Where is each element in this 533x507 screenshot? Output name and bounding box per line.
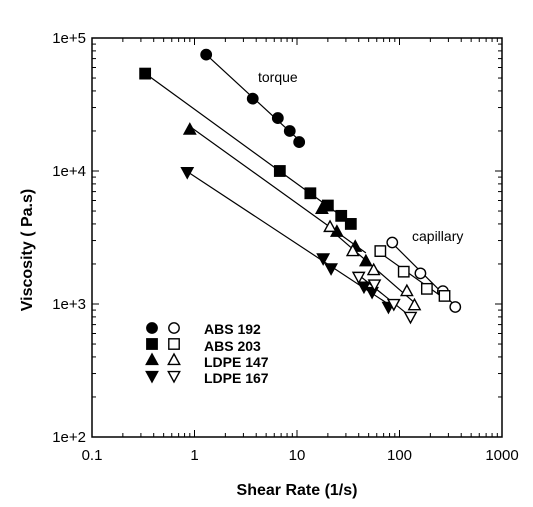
data-point-ldpe-167-torque [180, 166, 195, 180]
data-point-ldpe-167-capillary [367, 279, 382, 293]
data-point-ldpe-167-torque [324, 263, 338, 276]
legend-marker-abs-203-filled [146, 338, 158, 350]
x-tick-label: 1 [190, 447, 198, 464]
legend-marker-ldpe-147-filled [145, 352, 159, 366]
y-tick-label: 1e+3 [52, 296, 86, 313]
legend-marker-abs-192-filled [146, 322, 158, 334]
legend-label-abs-203: ABS 203 [204, 338, 261, 354]
data-point-abs-203-torque [304, 187, 317, 200]
annotation-torque: torque [258, 69, 298, 85]
x-tick-label: 10 [289, 447, 306, 464]
data-point-ldpe-147-torque [315, 201, 329, 214]
data-point-ldpe-147-capillary [323, 219, 337, 233]
legend-marker-abs-203-open [168, 338, 180, 350]
legend-label-abs-192: ABS 192 [204, 321, 261, 337]
legend-label-ldpe-167: LDPE 167 [204, 370, 269, 386]
legend-marker-abs-192-open [168, 322, 180, 334]
data-point-abs-192-torque [246, 92, 259, 105]
y-tick-label: 1e+4 [52, 163, 86, 180]
fit-line-abs-203-capillary [379, 252, 445, 300]
data-point-ldpe-147-capillary [399, 283, 414, 297]
legend-marker-ldpe-147-open [167, 352, 181, 366]
fit-line-ldpe-167-torque [186, 171, 389, 305]
x-tick-label: 0.1 [82, 447, 103, 464]
y-tick-label: 1e+2 [52, 429, 86, 446]
data-point-abs-203-torque [344, 218, 357, 230]
data-point-abs-203-capillary [397, 265, 410, 278]
data-point-abs-192-capillary [449, 301, 462, 313]
data-point-ldpe-147-capillary [407, 297, 422, 311]
data-point-ldpe-167-capillary [351, 271, 366, 285]
data-point-ldpe-147-capillary [345, 243, 360, 257]
data-point-abs-192-torque [293, 136, 306, 148]
data-point-abs-192-torque [200, 48, 213, 61]
fit-line-abs-203-torque [144, 72, 352, 224]
legend-marker-ldpe-167-open [167, 370, 181, 384]
data-point-ldpe-167-capillary [403, 311, 418, 325]
data-point-abs-192-torque [271, 112, 284, 124]
annotation-capillary: capillary [412, 228, 463, 244]
data-point-abs-203-capillary [420, 282, 433, 295]
y-tick-label: 1e+5 [52, 30, 86, 47]
data-point-ldpe-167-capillary [386, 298, 401, 312]
data-point-abs-192-capillary [386, 236, 399, 249]
data-point-abs-203-torque [139, 67, 152, 80]
legend-marker-ldpe-167-filled [145, 370, 159, 384]
legend-label-ldpe-147: LDPE 147 [204, 354, 269, 370]
data-point-abs-203-torque [335, 209, 348, 222]
x-tick-label: 100 [387, 447, 412, 464]
x-axis-title: Shear Rate (1/s) [237, 482, 358, 499]
data-point-abs-203-torque [273, 165, 286, 177]
data-point-ldpe-147-capillary [366, 262, 381, 276]
data-point-abs-192-capillary [414, 267, 427, 280]
data-point-abs-203-capillary [438, 290, 451, 302]
y-axis-title: Viscosity ( Pa.s) [19, 189, 36, 311]
x-tick-label: 1000 [485, 447, 518, 464]
data-point-abs-203-capillary [374, 245, 387, 257]
data-point-ldpe-147-torque [182, 122, 197, 135]
data-point-ldpe-147-torque [358, 253, 373, 267]
data-point-ldpe-167-torque [316, 253, 331, 266]
data-point-abs-192-torque [283, 125, 296, 137]
